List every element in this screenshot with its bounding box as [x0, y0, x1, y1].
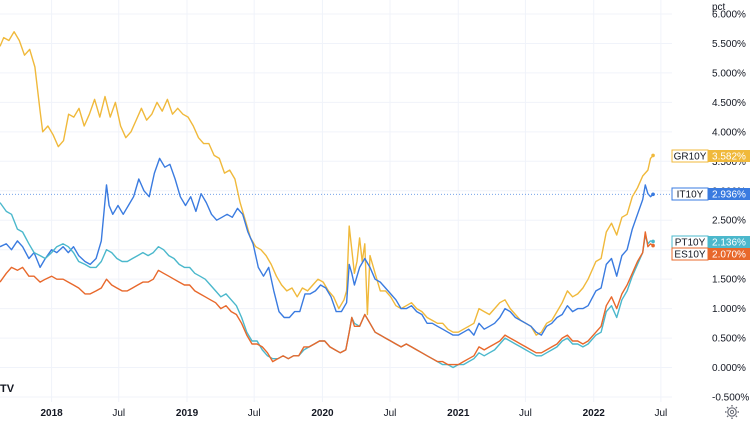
series-value-label: 3.582% [712, 152, 746, 163]
x-axis: 2018 Jul 2019 Jul 2020 Jul 2021 Jul 2022 Jul [40, 408, 667, 419]
y-tick-label: 6.000% [712, 10, 746, 21]
tradingview-logo: TV [0, 383, 15, 395]
x-tick-label: Jul [384, 408, 397, 419]
series-name-label: IT10Y [677, 190, 704, 201]
x-tick-label: 2019 [176, 408, 199, 419]
series-tag-gr10y: GR10Y 3.582% [651, 149, 750, 163]
series-name-label: PT10Y [675, 238, 706, 249]
series-tags: GR10Y 3.582% IT10Y 2.936% PT10Y 2.136% ES10Y 2.… [651, 149, 750, 261]
series-value-label: 2.936% [712, 190, 746, 201]
gear-icon[interactable] [725, 405, 739, 419]
series-line-gr10y[interactable] [0, 31, 654, 336]
y-tick-label: 4.500% [712, 98, 746, 109]
y-tick-label: 2.500% [712, 216, 746, 227]
x-tick-label: 2018 [40, 408, 63, 419]
series-last-point [651, 153, 655, 158]
y-tick-label: 1.500% [712, 275, 746, 286]
series-value-label: 2.136% [712, 238, 746, 249]
series-name-label: ES10Y [674, 250, 705, 261]
x-tick-label: 2022 [583, 408, 606, 419]
x-tick-label: Jul [248, 408, 261, 419]
series-last-point [651, 243, 655, 248]
series-line-es10y[interactable] [0, 231, 654, 366]
series-last-point [651, 239, 655, 244]
series-value-badge [708, 236, 750, 248]
series-tag-es10y: ES10Y 2.070% [651, 243, 750, 261]
y-tick-label: 3.500% [712, 157, 746, 168]
y-axis: 5.500%5.000%4.500%4.000%3.500%3.000%2.50… [712, 10, 749, 404]
x-tick-label: 2021 [447, 408, 470, 419]
series-value-badge [708, 248, 750, 260]
series-tag-pt10y: PT10Y 2.136% [651, 235, 750, 249]
y-tick-label: 0.500% [712, 334, 746, 345]
x-tick-label: 2020 [311, 408, 334, 419]
y-tick-label: 5.000% [712, 68, 746, 79]
logo-text: TV [0, 383, 15, 395]
x-tick-label: Jul [654, 408, 667, 419]
series-name-label: GR10Y [674, 152, 707, 163]
y-tick-label: 1.000% [712, 304, 746, 315]
y-axis-unit-label: pct [712, 2, 726, 13]
y-tick-label: 0.000% [712, 363, 746, 374]
series-value-label: 2.070% [712, 250, 746, 261]
series-line-it10y[interactable] [0, 157, 654, 336]
series-value-badge [708, 188, 750, 200]
y-tick-label: 4.000% [712, 127, 746, 138]
x-tick-label: Jul [112, 408, 125, 419]
x-tick-label: Jul [519, 408, 532, 419]
series-value-badge [708, 150, 750, 162]
y-tick-label: 5.500% [712, 39, 746, 50]
series-tag-it10y: IT10Y 2.936% [651, 187, 750, 201]
y-tick-label: -0.500% [712, 393, 749, 404]
series-group [0, 31, 654, 369]
series-last-point [651, 192, 655, 197]
